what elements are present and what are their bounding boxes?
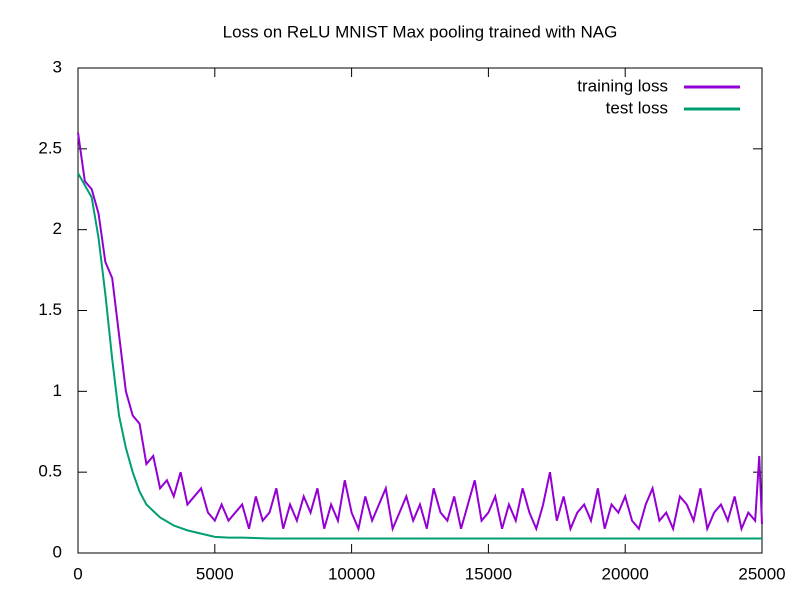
x-tick-label: 0 (73, 564, 82, 583)
y-tick-label: 2 (53, 219, 62, 238)
legend-label: training loss (577, 76, 668, 95)
x-tick-label: 25000 (738, 564, 785, 583)
y-tick-label: 0 (53, 542, 62, 561)
x-tick-label: 10000 (328, 564, 375, 583)
y-tick-label: 1.5 (38, 300, 62, 319)
series-line (77, 132, 763, 533)
series-line (77, 172, 762, 540)
y-tick-label: 1 (53, 381, 62, 400)
legend-label: test loss (606, 98, 668, 117)
y-tick-label: 3 (53, 57, 62, 76)
y-tick-label: 0.5 (38, 462, 62, 481)
x-tick-label: 20000 (602, 564, 649, 583)
y-tick-label: 2.5 (38, 138, 62, 157)
chart-title: Loss on ReLU MNIST Max pooling trained w… (223, 22, 618, 41)
x-tick-label: 15000 (465, 564, 512, 583)
x-tick-label: 5000 (196, 564, 234, 583)
